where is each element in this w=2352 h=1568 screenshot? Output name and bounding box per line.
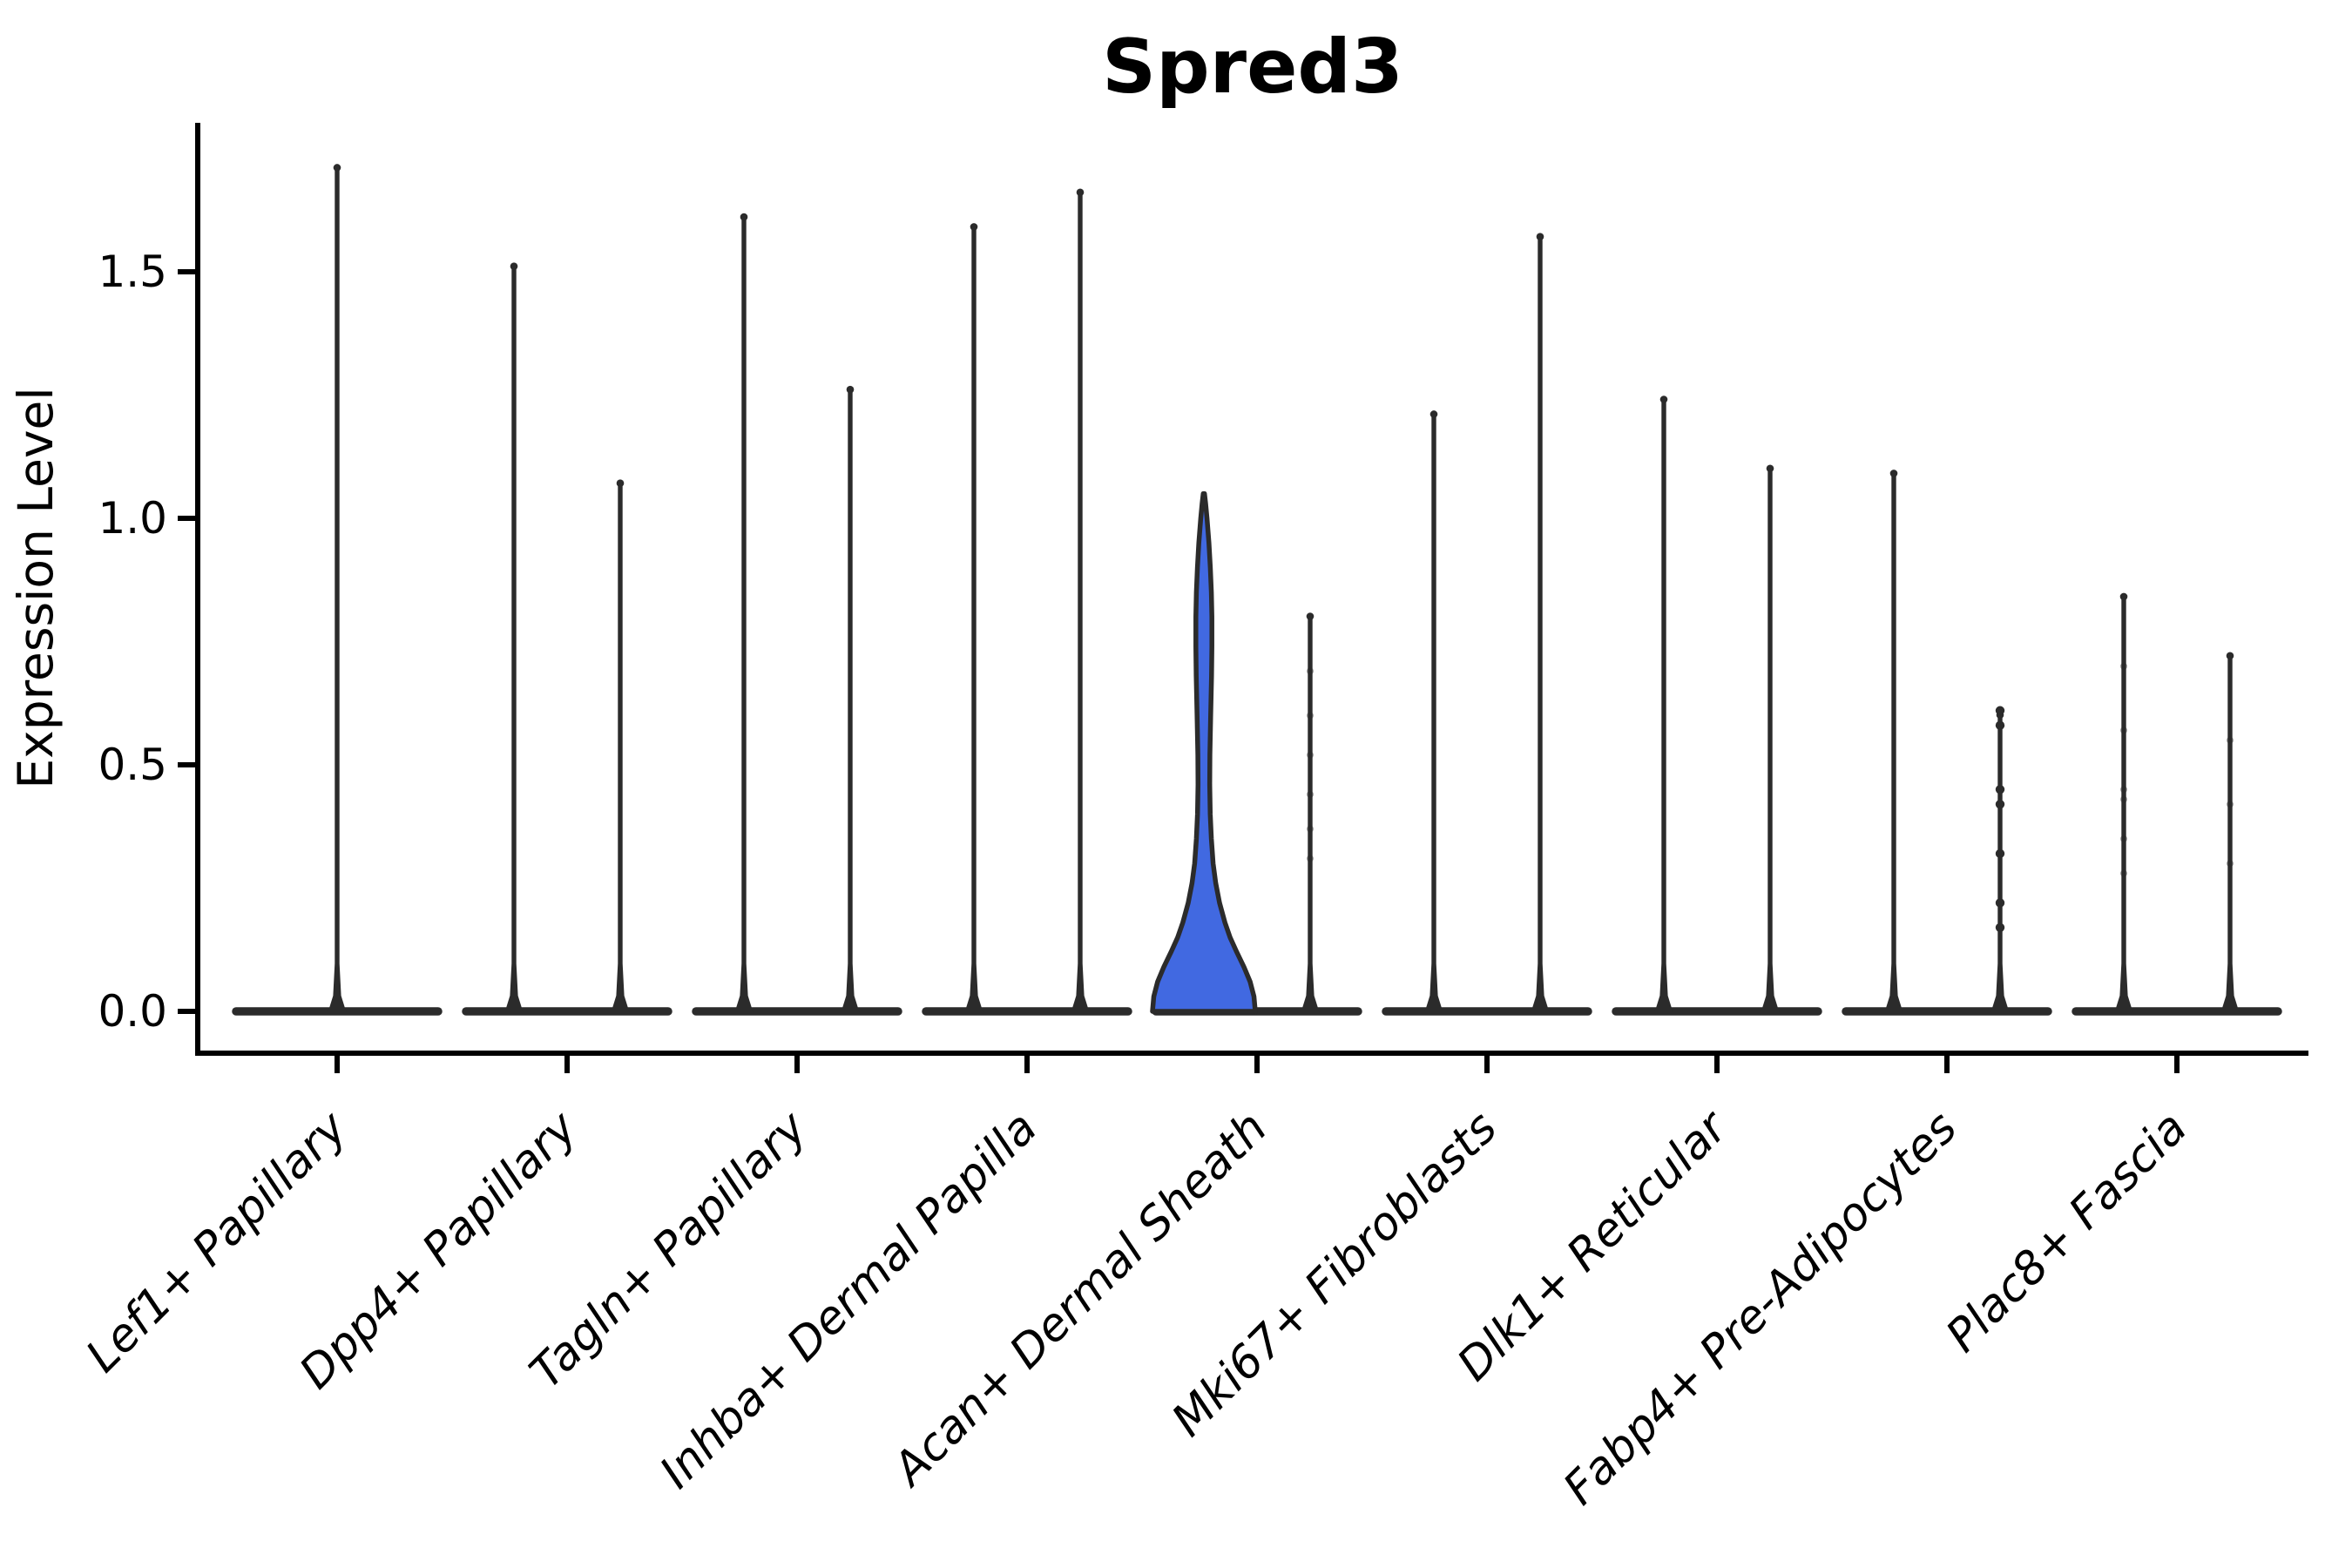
violin-spike	[1071, 188, 1090, 1013]
violin-spike-body	[1531, 238, 1550, 1012]
y-tick-label: 0.0	[98, 986, 167, 1037]
violin-spike-body	[611, 484, 630, 1012]
expression-point	[2120, 795, 2127, 803]
violin-spike-body	[1071, 193, 1090, 1013]
y-tick-label: 0.5	[98, 740, 167, 790]
violin-spike-cap	[1306, 612, 1315, 620]
violin-spike	[1884, 470, 1903, 1012]
expression-point	[2120, 662, 2127, 670]
expression-point	[1307, 790, 1314, 798]
violin-spike	[1761, 464, 1780, 1012]
violin-filled	[1150, 490, 1258, 1014]
violin-spike-body	[964, 228, 983, 1012]
violin-spike	[841, 385, 860, 1012]
expression-point	[2227, 860, 2234, 868]
violin-spike-cap	[1766, 464, 1774, 473]
violin-spike-cap	[2119, 592, 2128, 601]
expression-point	[1995, 706, 2005, 715]
violin-spike	[734, 213, 754, 1013]
violin-spike	[1301, 612, 1320, 1012]
labels-layer: Spred3 Expression Level	[8, 24, 1403, 789]
violin-spike	[1424, 410, 1443, 1012]
expression-point	[2120, 835, 2127, 842]
violin-spike	[2220, 652, 2240, 1012]
y-tick-label: 1.0	[98, 493, 167, 544]
violin-spike-body	[1654, 401, 1673, 1012]
violin-spike-cap	[1889, 470, 1898, 477]
violin-spike-cap	[1659, 395, 1668, 403]
violin-spike-body	[1990, 716, 2010, 1012]
violin-spike	[2114, 592, 2133, 1012]
violin-spike-cap	[846, 385, 855, 394]
expression-point	[2120, 869, 2127, 877]
expression-point	[1995, 800, 2005, 809]
expression-point	[1307, 825, 1314, 833]
expression-point	[1995, 923, 2005, 932]
expression-point	[1995, 848, 2005, 859]
expression-point	[1307, 751, 1314, 759]
violin-spike-body	[2220, 657, 2240, 1012]
chart-title: Spred3	[1102, 24, 1403, 111]
violin-spike	[1654, 395, 1673, 1012]
violin-spike-cap	[740, 213, 748, 221]
expression-point	[1995, 785, 2005, 794]
violin-spike	[328, 164, 347, 1012]
violin-spike-cap	[2226, 652, 2234, 660]
violin-spike-cap	[510, 262, 518, 270]
violin-spike	[611, 479, 630, 1012]
violin-spike-body	[734, 219, 754, 1013]
expression-point	[1307, 712, 1314, 720]
violin-body-highlight	[1150, 490, 1258, 1014]
expression-point	[2120, 727, 2127, 734]
expression-point	[1995, 720, 2005, 730]
violin-spike-cap	[333, 164, 341, 172]
violin-spike-cap	[1536, 233, 1544, 241]
expression-point	[2227, 736, 2234, 744]
violin-spike-cap	[616, 479, 625, 488]
violin-spike	[1990, 706, 2010, 1012]
expression-point	[1995, 898, 2005, 908]
violin-spike-body	[2114, 598, 2133, 1012]
axis-layer	[195, 123, 2308, 1056]
violin-spike	[964, 223, 983, 1012]
expression-point	[2120, 786, 2127, 794]
violin-spike	[504, 262, 524, 1012]
violin-spike-body	[328, 169, 347, 1012]
violin-spike-body	[1424, 416, 1443, 1012]
violin-spike-body	[504, 267, 524, 1012]
violin-spike-body	[1761, 470, 1780, 1012]
violin-spike-body	[1884, 475, 1903, 1012]
expression-point	[1307, 667, 1314, 675]
expression-point	[1307, 855, 1314, 862]
violin-spike-cap	[1076, 188, 1085, 197]
violin-spike	[1531, 233, 1550, 1012]
violin-spike-body	[1301, 618, 1320, 1012]
violin-spike-cap	[1429, 410, 1438, 418]
expression-point	[2227, 801, 2234, 808]
violins-layer	[232, 164, 2282, 1016]
violin-spike-body	[841, 391, 860, 1012]
y-tick-label: 1.5	[98, 247, 167, 297]
y-axis-label: Expression Level	[8, 387, 64, 788]
violin-spike-cap	[970, 223, 978, 231]
